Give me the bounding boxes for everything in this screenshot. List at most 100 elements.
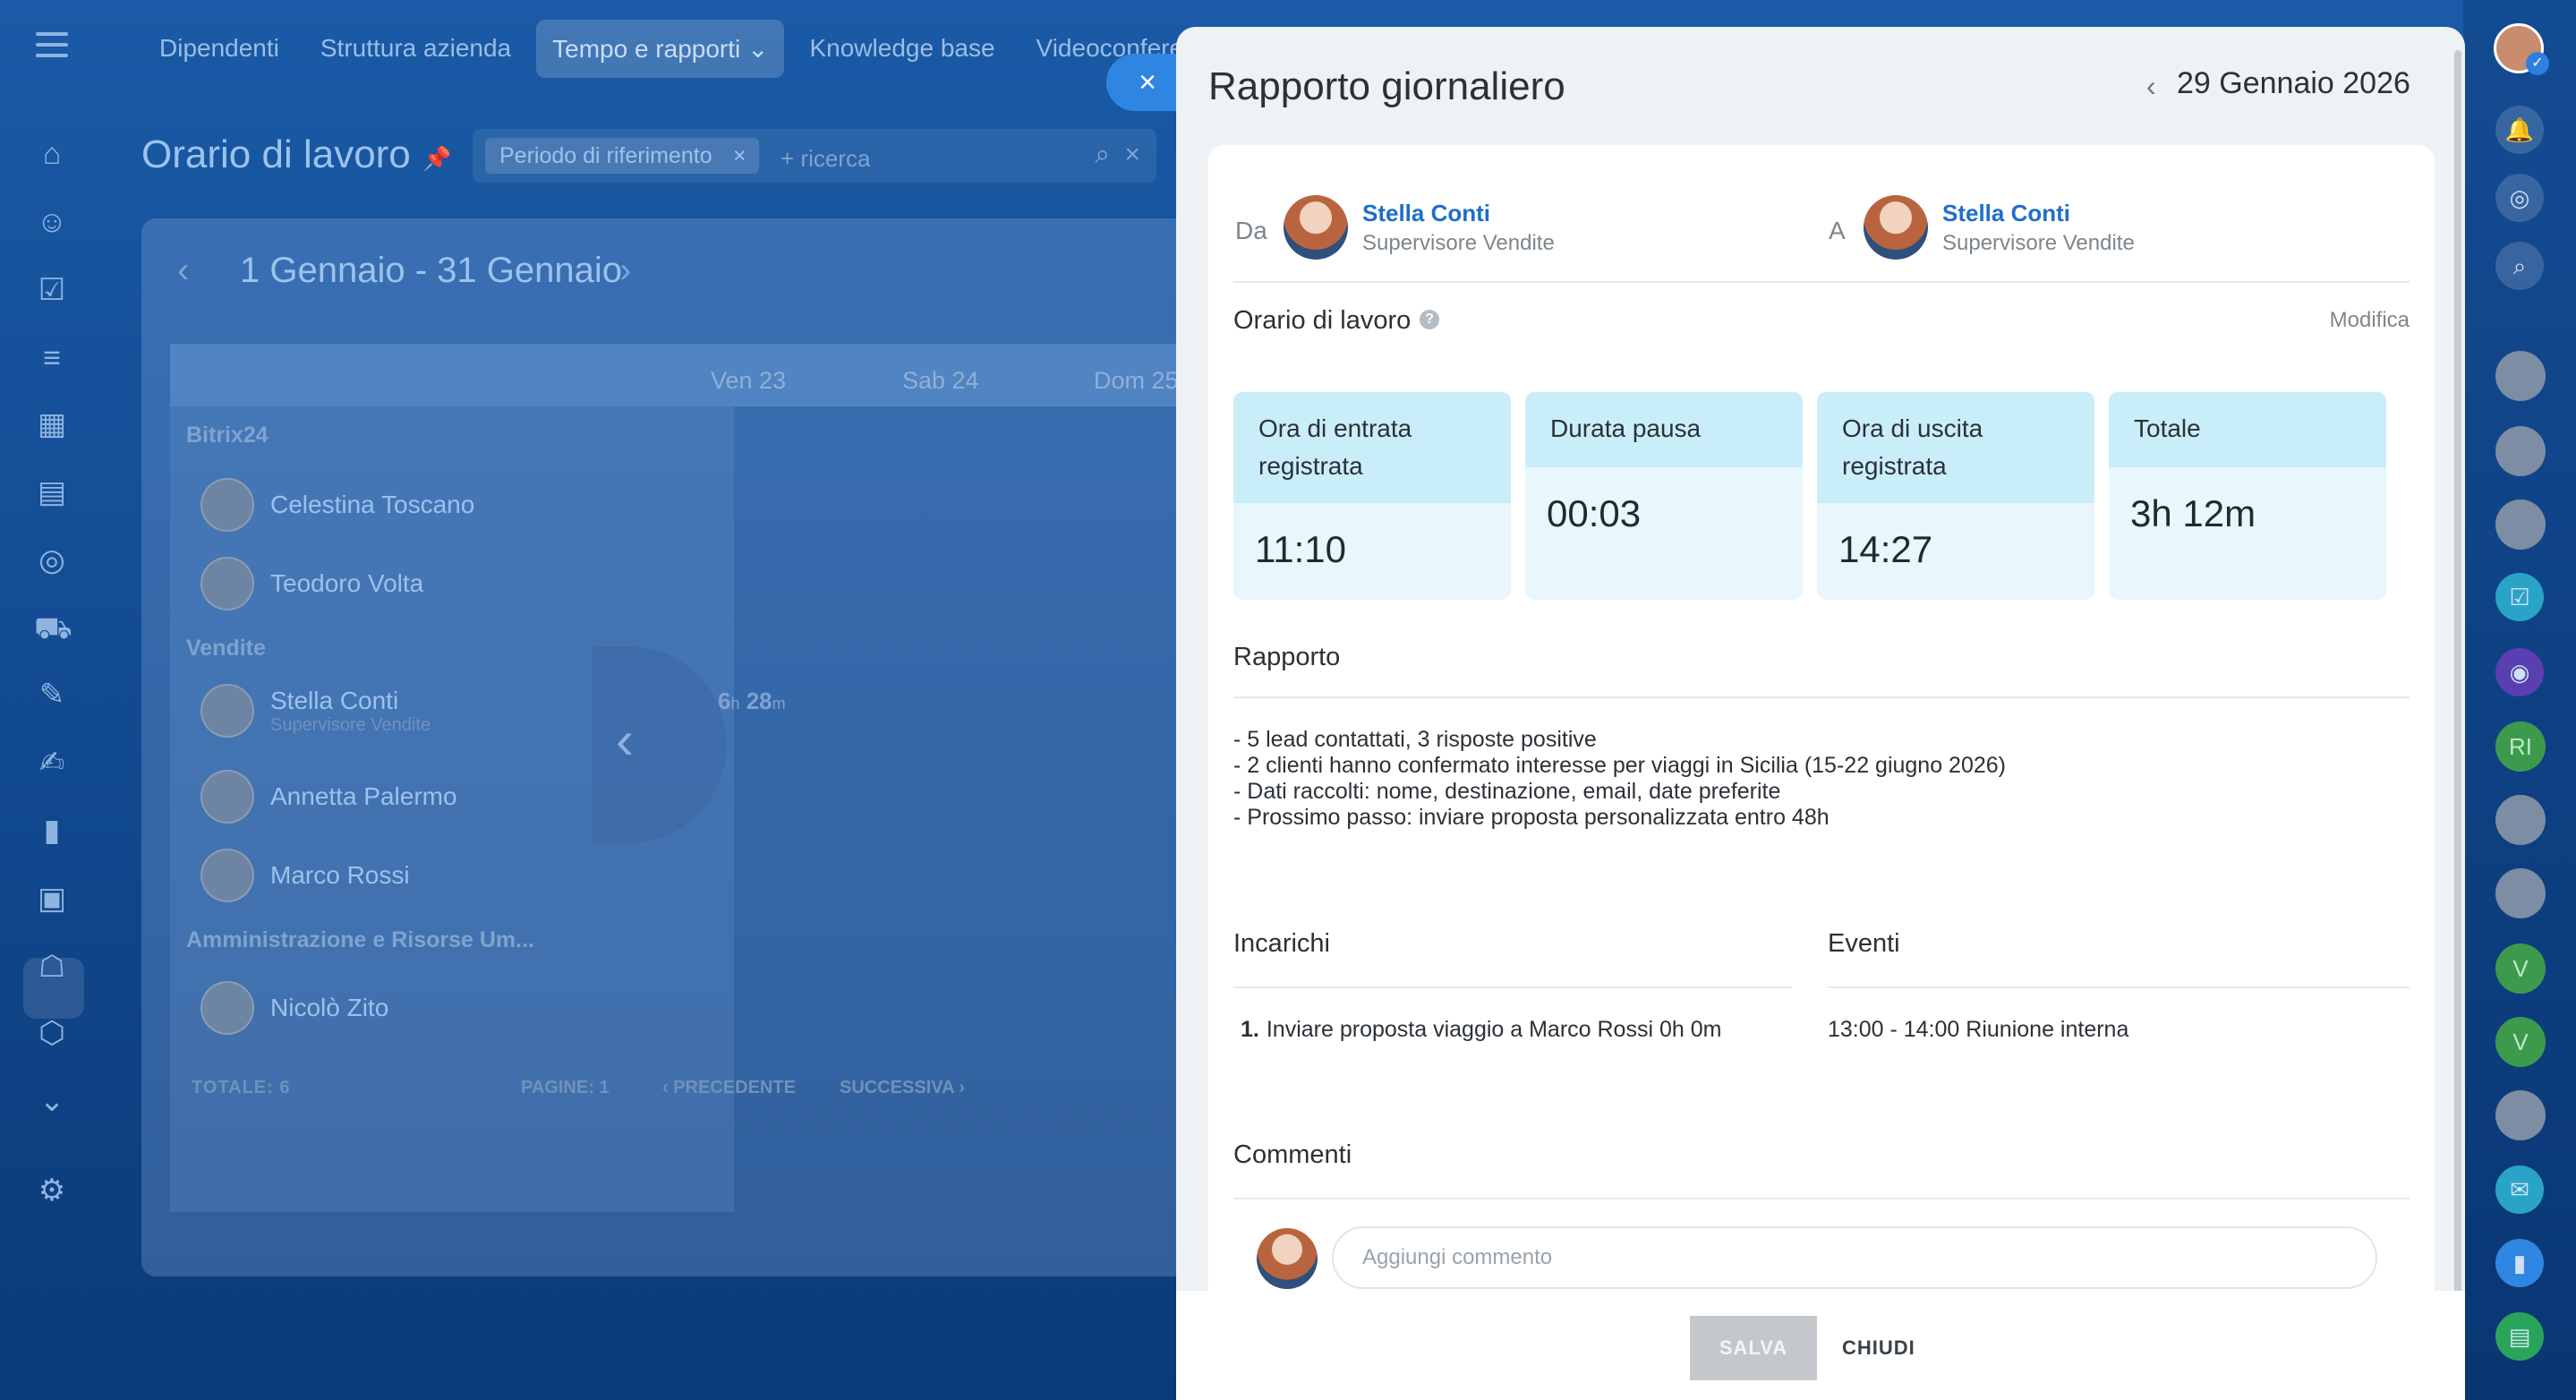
from-person[interactable]: Stella Conti Supervisore Vendite [1284, 195, 1555, 260]
filter-search-box[interactable]: Periodo di riferimento × + ricerca ⌕ × [473, 129, 1156, 183]
avatar [200, 478, 254, 532]
chevron-down-icon[interactable]: ⌄ [38, 1084, 65, 1118]
page-title: Orario di lavoro [141, 132, 411, 176]
employee-row[interactable]: Marco Rossi [200, 849, 410, 902]
day-header: Dom 25 [1094, 367, 1179, 394]
chat-search-icon[interactable]: ⌕ [2495, 242, 2544, 290]
chevron-down-icon: ⌄ [747, 35, 769, 63]
event-item[interactable]: 13:00 - 14:00 Riunione interna [1828, 1017, 2129, 1042]
sign-icon[interactable]: ✍ [38, 746, 65, 780]
chevron-left-icon[interactable]: ‹ [2146, 70, 2156, 102]
employee-row[interactable]: Nicolò Zito [200, 981, 388, 1035]
analytics-icon[interactable]: ▮ [43, 814, 61, 848]
filter-chip[interactable]: Periodo di riferimento × [485, 138, 759, 174]
contact-initials[interactable]: RI [2495, 721, 2546, 772]
nav-knowledge-base[interactable]: Knowledge base [809, 34, 995, 62]
pin-icon[interactable]: 📌 [422, 145, 452, 172]
chevron-left-icon[interactable]: ‹ [177, 251, 190, 290]
home-icon[interactable]: ⌂ [42, 137, 62, 171]
divider [1233, 986, 1792, 988]
contact-initials[interactable]: V [2495, 943, 2546, 994]
group-label: Bitrix24 [186, 423, 269, 448]
employee-column [170, 406, 734, 1212]
news-icon[interactable]: ▤ [2495, 1312, 2544, 1361]
page-count: PAGINE: 1 [521, 1078, 610, 1097]
task-item[interactable]: 1. Inviare proposta viaggio a Marco Rossi… [1241, 1017, 1722, 1042]
clear-icon[interactable]: × [1124, 140, 1140, 169]
cart-icon[interactable]: ⛟ [34, 611, 73, 645]
target-icon[interactable]: ◎ [2495, 174, 2544, 222]
contact-avatar[interactable] [2495, 499, 2546, 550]
avatar [200, 849, 254, 902]
avatar [200, 684, 254, 738]
contact-initials[interactable]: V [2495, 1017, 2546, 1067]
avatar [1257, 1228, 1318, 1289]
prev-page-button[interactable]: ‹ PRECEDENTE [662, 1078, 796, 1097]
time-reports-icon[interactable]: ▣ [37, 882, 67, 916]
calendar-icon[interactable]: ▦ [37, 407, 67, 441]
rail-active-highlight [23, 958, 84, 1019]
time-card-break: Durata pausa 00:03 [1525, 392, 1803, 600]
left-rail: ⌂ ☺ ☑ ≡ ▦ ▤ ◎ ⛟ ✎ ✍ ▮ ▣ ☖ ⬡ ⌄ ⚙ [0, 93, 107, 1400]
contact-avatar[interactable] [2495, 1090, 2546, 1140]
copilot-icon[interactable]: ◉ [2495, 648, 2544, 696]
crm-icon[interactable]: ≡ [43, 341, 61, 375]
contact-avatar[interactable] [2495, 868, 2546, 918]
edit-link[interactable]: Modifica [2329, 308, 2410, 332]
docs-icon[interactable]: ✎ [38, 678, 65, 712]
chevron-right-icon[interactable]: › [619, 251, 632, 290]
worktime-card: ‹ 1 Gennaio - 31 Gennaio › Ven 23 Sab 24… [141, 218, 1198, 1276]
target-icon[interactable]: ◎ [38, 543, 65, 577]
checklist-icon[interactable]: ☑ [2495, 573, 2544, 621]
nav-tempo-e-rapporti[interactable]: Tempo e rapporti ⌄ [536, 20, 785, 78]
grid-header [170, 344, 1198, 406]
divider [1233, 281, 2410, 283]
settings-icon[interactable]: ⚙ [38, 1174, 66, 1208]
to-person[interactable]: Stella Conti Supervisore Vendite [1864, 195, 2135, 260]
save-button[interactable]: SALVA [1690, 1316, 1817, 1380]
contact-avatar[interactable] [2495, 426, 2546, 476]
collab-icon[interactable]: ☺ [36, 205, 68, 239]
cube-icon[interactable]: ⬡ [38, 1016, 65, 1050]
robot-icon[interactable]: ☖ [38, 950, 66, 984]
employee-row[interactable]: Stella Conti Supervisore Vendite [200, 684, 431, 738]
worked-time[interactable]: 6h 28m [718, 687, 786, 714]
comments-section-title: Commenti [1233, 1140, 1352, 1169]
close-button[interactable]: CHIUDI [1842, 1316, 1915, 1380]
remove-filter-icon[interactable]: × [733, 143, 746, 168]
avatar [200, 981, 254, 1035]
scrollbar[interactable] [2451, 50, 2465, 1294]
tasks-icon[interactable]: ☑ [38, 273, 66, 307]
close-panel-button[interactable]: × [1106, 54, 1180, 111]
nav-dipendenti[interactable]: Dipendenti [159, 34, 279, 62]
contact-avatar[interactable] [2495, 351, 2546, 401]
employee-row[interactable]: Annetta Palermo [200, 770, 457, 824]
report-text: - 5 lead contattati, 3 risposte positive… [1233, 727, 2007, 830]
report-content: Da Stella Conti Supervisore Vendite A St… [1208, 145, 2435, 1309]
time-card-total: Totale 3h 12m [2109, 392, 2386, 600]
comment-input[interactable] [1332, 1226, 2377, 1289]
panel-title: Rapporto giornaliero [1208, 64, 1565, 108]
search-placeholder[interactable]: + ricerca [780, 145, 871, 172]
contact-avatar[interactable] [2495, 795, 2546, 845]
divider [1233, 696, 2410, 698]
avatar [200, 770, 254, 824]
bell-icon[interactable]: 🔔 [2495, 106, 2544, 154]
nav-struttura-azienda[interactable]: Struttura azienda [320, 34, 512, 62]
check-icon: ✓ [2526, 52, 2549, 75]
date-range: 1 Gennaio - 31 Gennaio [240, 251, 622, 290]
next-page-button[interactable]: SUCCESSIVA › [840, 1078, 966, 1097]
day-header: Ven 23 [711, 367, 787, 394]
divider [1828, 986, 2410, 988]
bookmark-icon[interactable]: ▮ [2495, 1239, 2544, 1287]
time-card-checkin: Ora di entrata registrata 11:10 [1233, 392, 1511, 600]
employee-row[interactable]: Teodoro Volta [200, 557, 423, 610]
scrollbar-thumb[interactable] [2454, 50, 2461, 1294]
search-icon[interactable]: ⌕ [1095, 140, 1110, 169]
chat-icon[interactable]: ✉ [2495, 1165, 2544, 1214]
menu-icon[interactable] [36, 32, 68, 59]
drive-icon[interactable]: ▤ [37, 475, 67, 509]
divider [1233, 1198, 2410, 1199]
help-icon[interactable]: ? [1420, 310, 1439, 329]
employee-row[interactable]: Celestina Toscano [200, 478, 474, 532]
